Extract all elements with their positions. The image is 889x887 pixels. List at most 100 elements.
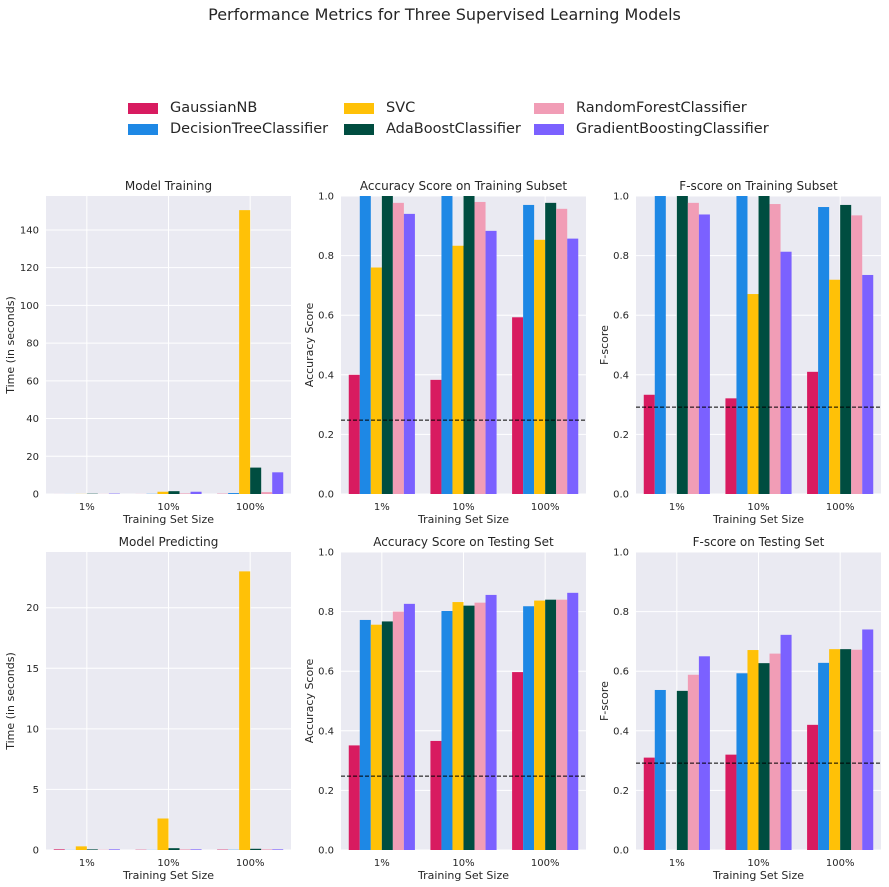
bar bbox=[359, 196, 371, 494]
y-tick-label: 0.0 bbox=[318, 490, 334, 501]
x-axis-label: Training Set Size bbox=[417, 869, 509, 882]
bar bbox=[452, 245, 464, 494]
bar bbox=[829, 279, 841, 494]
y-tick-label: 0.6 bbox=[318, 667, 334, 678]
bar bbox=[403, 603, 415, 850]
y-tick-label: 20 bbox=[26, 603, 39, 614]
x-tick-label: 100% bbox=[236, 502, 265, 513]
legend-swatch bbox=[128, 102, 158, 114]
bar bbox=[359, 619, 371, 850]
y-tick-label: 20 bbox=[26, 452, 39, 463]
y-tick-label: 0.8 bbox=[318, 251, 334, 262]
bar bbox=[758, 663, 770, 850]
bar bbox=[654, 689, 666, 850]
x-tick-label: 1% bbox=[374, 858, 390, 869]
chart-panel: 0 5 10 15 20 1% 10% 100% Model Predicting Trainin… bbox=[4, 535, 291, 882]
bar bbox=[228, 493, 240, 494]
bar bbox=[851, 215, 863, 494]
bar bbox=[851, 649, 863, 850]
bar bbox=[840, 649, 852, 850]
bar bbox=[807, 724, 819, 850]
y-tick-label: 140 bbox=[20, 225, 39, 236]
bar bbox=[239, 571, 251, 850]
x-axis-label: Training Set Size bbox=[712, 869, 804, 882]
y-axis-label: Time (in seconds) bbox=[4, 296, 17, 395]
y-tick-label: 0.8 bbox=[613, 251, 629, 262]
y-axis-label: Accuracy Score bbox=[303, 303, 316, 388]
bar bbox=[725, 398, 737, 494]
legend-label: RandomForestClassifier bbox=[576, 100, 747, 116]
y-tick-label: 0.2 bbox=[318, 430, 334, 441]
bar bbox=[523, 606, 535, 850]
legend-label: AdaBoostClassifier bbox=[386, 121, 521, 137]
x-tick-label: 100% bbox=[531, 858, 560, 869]
bar bbox=[452, 602, 464, 850]
bar bbox=[725, 754, 737, 850]
y-tick-label: 1.0 bbox=[318, 548, 334, 559]
bar bbox=[403, 213, 415, 494]
y-axis-label: F-score bbox=[598, 325, 611, 365]
chart-panel: 0.0 0.2 0.4 0.6 0.8 1.0 1% 10% 100% F-score on Te… bbox=[598, 535, 881, 882]
bar bbox=[348, 374, 360, 494]
bar bbox=[179, 849, 191, 850]
y-tick-label: 0.6 bbox=[613, 667, 629, 678]
y-tick-label: 0.8 bbox=[318, 607, 334, 618]
bar bbox=[769, 204, 781, 494]
bar bbox=[545, 599, 557, 850]
x-tick-label: 1% bbox=[669, 502, 685, 513]
legend-label: DecisionTreeClassifier bbox=[170, 121, 329, 137]
y-tick-label: 10 bbox=[26, 724, 39, 735]
legend-swatch bbox=[534, 102, 564, 114]
y-axis-label: Accuracy Score bbox=[303, 659, 316, 744]
bar bbox=[250, 848, 262, 850]
y-tick-label: 80 bbox=[26, 339, 39, 350]
legend-label: SVC bbox=[386, 100, 416, 116]
bar bbox=[769, 653, 781, 850]
bar bbox=[463, 605, 475, 850]
y-tick-label: 0.6 bbox=[613, 311, 629, 322]
bar bbox=[348, 745, 360, 850]
legend-item: GradientBoostingClassifier bbox=[534, 121, 769, 137]
legend-item: GaussianNB bbox=[128, 100, 257, 116]
bar bbox=[485, 594, 497, 850]
legend-label: GaussianNB bbox=[170, 100, 258, 116]
bar bbox=[643, 757, 655, 850]
y-tick-label: 60 bbox=[26, 376, 39, 387]
y-tick-label: 0.4 bbox=[613, 726, 629, 737]
bar bbox=[441, 611, 453, 850]
bar bbox=[190, 491, 202, 494]
chart-panel: 0 20 40 60 80 100 120 140 1% 10% 100% Model Trainin… bbox=[4, 179, 291, 526]
x-tick-label: 1% bbox=[669, 858, 685, 869]
y-tick-label: 0.0 bbox=[613, 490, 629, 501]
x-axis-label: Training Set Size bbox=[712, 513, 804, 526]
bar bbox=[250, 467, 262, 494]
bar bbox=[534, 600, 546, 850]
bar bbox=[430, 740, 442, 850]
bar bbox=[381, 621, 393, 850]
bar bbox=[463, 196, 475, 494]
x-axis-label: Training Set Size bbox=[122, 869, 214, 882]
bar bbox=[687, 674, 699, 850]
chart-title: Model Predicting bbox=[119, 535, 219, 549]
bar bbox=[687, 202, 699, 494]
y-tick-label: 0.2 bbox=[613, 786, 629, 797]
bar bbox=[392, 202, 404, 494]
bar bbox=[747, 294, 759, 494]
bar bbox=[512, 672, 524, 850]
bar bbox=[698, 656, 710, 850]
bar bbox=[381, 196, 393, 494]
x-tick-label: 100% bbox=[826, 502, 855, 513]
bar bbox=[818, 207, 830, 494]
bar bbox=[474, 602, 486, 850]
y-tick-label: 0.4 bbox=[318, 370, 334, 381]
y-tick-label: 0.0 bbox=[318, 846, 334, 857]
bar bbox=[272, 849, 284, 850]
legend-swatch bbox=[344, 123, 374, 135]
x-tick-label: 10% bbox=[157, 502, 179, 513]
bar bbox=[441, 196, 453, 494]
bar bbox=[747, 650, 759, 850]
bar bbox=[676, 196, 688, 494]
y-tick-label: 0.2 bbox=[318, 786, 334, 797]
legend: GaussianNB DecisionTreeClassifier SVC AdaBo… bbox=[128, 100, 769, 144]
